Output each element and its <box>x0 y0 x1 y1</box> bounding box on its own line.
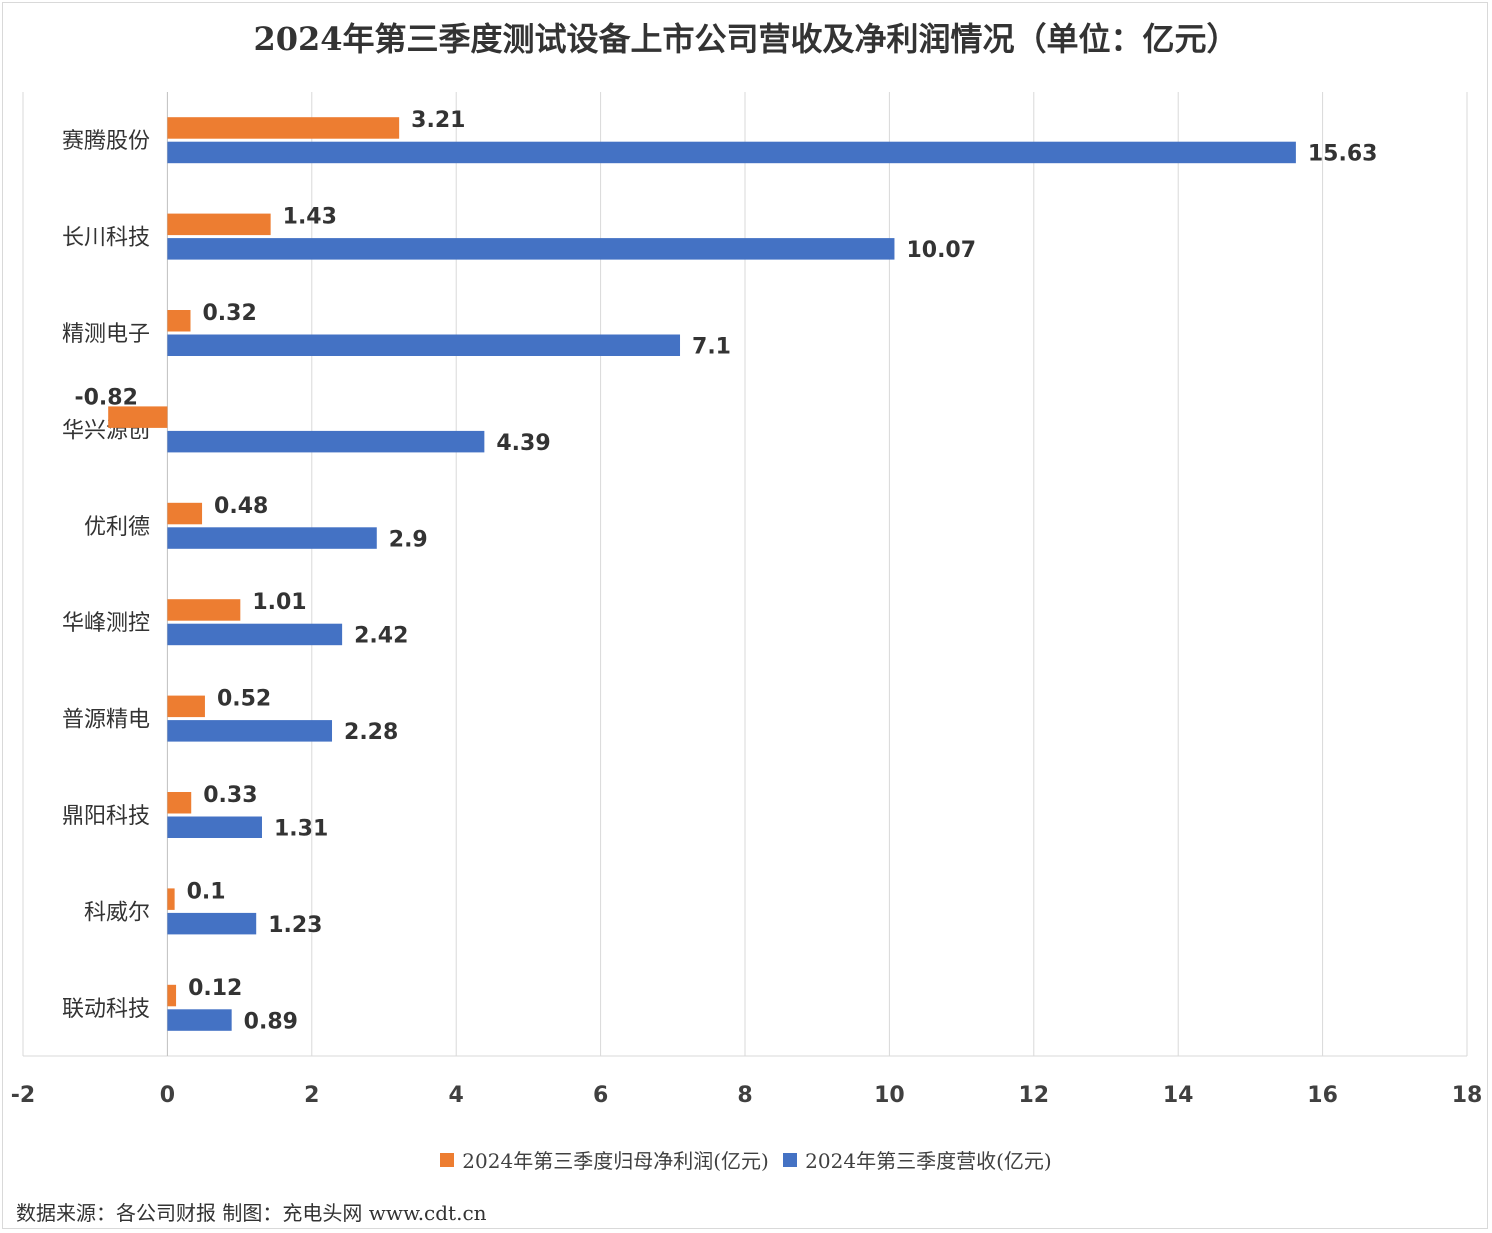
legend-label-revenue: 2024年第三季度营收(亿元) <box>805 1149 1052 1173</box>
revenue-label-2: 7.1 <box>692 335 731 360</box>
profit-bar-2 <box>167 310 191 332</box>
profit-bar-8 <box>167 888 175 910</box>
category-label-1: 长川科技 <box>62 226 150 251</box>
legend: 2024年第三季度归母净利润(亿元) 2024年第三季度营收(亿元) <box>0 1145 1492 1174</box>
revenue-label-3: 4.39 <box>496 431 550 456</box>
profit-label-2: 0.32 <box>203 301 257 326</box>
legend-swatch-profit <box>440 1152 455 1167</box>
profit-label-8: 0.1 <box>187 879 226 904</box>
profit-bar-0 <box>167 117 400 139</box>
revenue-label-1: 10.07 <box>906 238 976 263</box>
x-tick-label-7: 12 <box>1018 1083 1049 1108</box>
x-tick-label-6: 10 <box>874 1083 905 1108</box>
category-label-0: 赛腾股份 <box>62 129 150 154</box>
bar-chart: -2 0 2 4 6 8 10 12 14 16 18 赛腾股份 3.21 15.63 长川科技 1.43 10… <box>11 92 1483 1108</box>
category-label-2: 精测电子 <box>62 322 150 347</box>
revenue-label-6: 2.28 <box>344 720 398 745</box>
revenue-label-4: 2.9 <box>389 527 428 552</box>
legend-label-profit: 2024年第三季度归母净利润(亿元) <box>462 1149 769 1173</box>
x-tick-label-9: 16 <box>1307 1083 1338 1108</box>
x-tick-label-1: 0 <box>160 1083 175 1108</box>
revenue-bar-8 <box>167 912 257 935</box>
revenue-bar-9 <box>167 1009 232 1031</box>
revenue-bar-3 <box>167 430 485 453</box>
category-label-9: 联动科技 <box>62 997 150 1022</box>
category-label-4: 优利德 <box>84 515 150 540</box>
revenue-bar-6 <box>167 720 333 742</box>
category-label-5: 华峰测控 <box>62 611 150 636</box>
profit-bar-6 <box>167 695 205 718</box>
legend-swatch-revenue <box>783 1152 798 1167</box>
revenue-bar-0 <box>167 141 1296 164</box>
x-tick-label-10: 18 <box>1452 1083 1483 1108</box>
x-tick-label-4: 6 <box>593 1083 608 1108</box>
revenue-label-7: 1.31 <box>274 817 328 842</box>
x-tick-label-8: 14 <box>1163 1083 1194 1108</box>
revenue-label-9: 0.89 <box>244 1009 298 1034</box>
revenue-bar-7 <box>167 816 262 838</box>
category-label-8: 科威尔 <box>84 900 150 925</box>
revenue-bar-4 <box>167 527 377 549</box>
profit-label-3: -0.82 <box>74 385 137 410</box>
profit-bar-4 <box>167 502 203 525</box>
profit-label-0: 3.21 <box>411 108 465 133</box>
profit-label-1: 1.43 <box>283 205 337 230</box>
revenue-bar-1 <box>167 238 895 260</box>
legend-item-profit: 2024年第三季度归母净利润(亿元) <box>440 1145 769 1174</box>
category-label-7: 鼎阳科技 <box>62 804 150 829</box>
legend-item-revenue: 2024年第三季度营收(亿元) <box>783 1145 1052 1174</box>
revenue-label-0: 15.63 <box>1308 142 1378 167</box>
source-note: 数据来源：各公司财报 制图：充电头网 www.cdt.cn <box>16 1201 487 1225</box>
revenue-label-8: 1.23 <box>268 913 322 938</box>
chart-title: 2024年第三季度测试设备上市公司营收及净利润情况（单位：亿元） <box>253 20 1239 58</box>
profit-bar-7 <box>167 792 192 814</box>
profit-label-5: 1.01 <box>252 590 306 615</box>
profit-label-9: 0.12 <box>188 976 242 1001</box>
profit-bar-9 <box>167 984 177 1007</box>
profit-label-4: 0.48 <box>214 494 268 519</box>
x-tick-label-5: 8 <box>737 1083 752 1108</box>
profit-bar-3 <box>108 406 168 428</box>
profit-bar-1 <box>167 213 271 236</box>
category-label-6: 普源精电 <box>62 708 150 733</box>
revenue-bar-5 <box>167 623 343 646</box>
x-tick-label-3: 4 <box>449 1083 464 1108</box>
profit-label-6: 0.52 <box>217 687 271 712</box>
x-tick-label-0: -2 <box>11 1083 35 1108</box>
x-tick-label-2: 2 <box>304 1083 319 1108</box>
profit-bar-5 <box>167 599 241 621</box>
profit-label-7: 0.33 <box>203 783 257 808</box>
revenue-label-5: 2.42 <box>354 624 408 649</box>
revenue-bar-2 <box>167 334 681 356</box>
